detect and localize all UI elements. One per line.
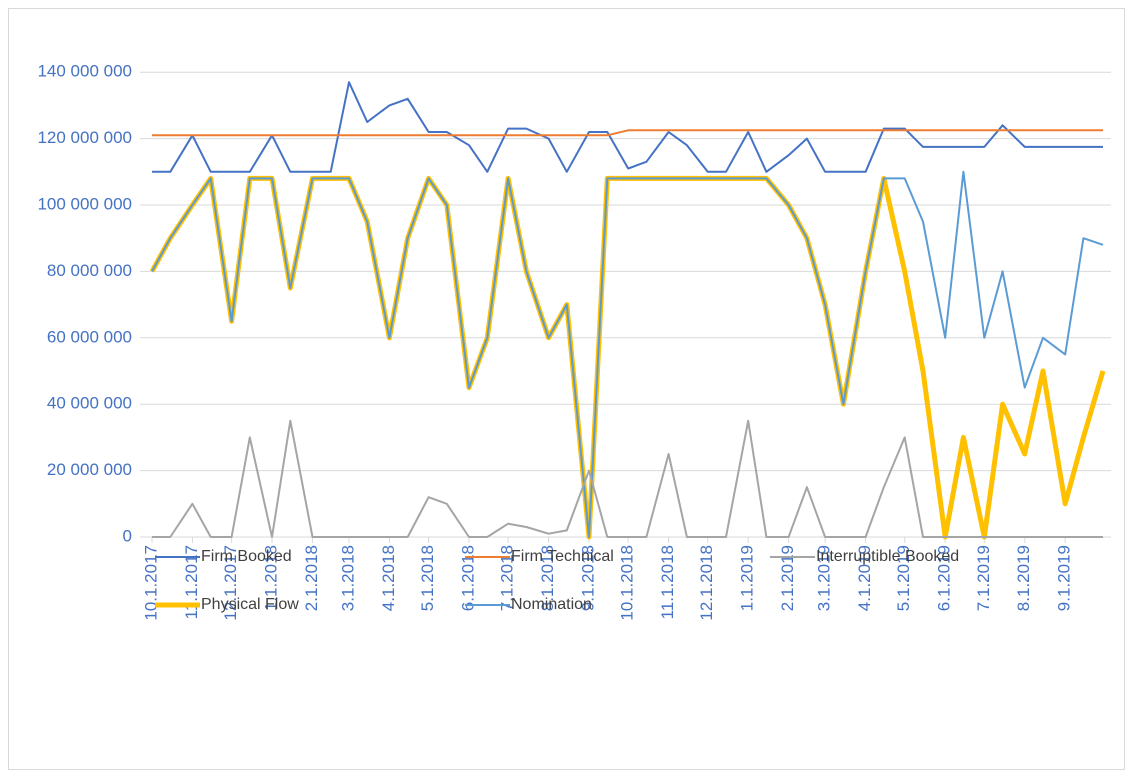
x-tick-label: 5.1.2018 <box>418 545 437 611</box>
x-tick-label: 9.1.2019 <box>1055 545 1074 611</box>
legend-label: Interruptible Booked <box>816 548 959 565</box>
y-tick-label: 100 000 000 <box>37 194 132 213</box>
x-tick-label: 1.1.2018 <box>262 545 281 611</box>
x-tick-label: 8.1.2019 <box>1014 545 1033 611</box>
legend-label: Nomination <box>511 596 592 613</box>
x-tick-label: 4.1.2019 <box>855 545 874 611</box>
x-tick-label: 1.1.2019 <box>738 545 757 611</box>
x-tick-label: 7.1.2018 <box>498 545 517 611</box>
x-tick-label: 4.1.2018 <box>379 545 398 611</box>
x-tick-label: 12.1.2017 <box>221 545 240 621</box>
x-tick-label: 3.1.2018 <box>338 545 357 611</box>
x-tick-label: 12.1.2018 <box>697 545 716 621</box>
y-tick-label: 140 000 000 <box>37 62 132 81</box>
x-tick-label: 9.1.2018 <box>579 545 598 611</box>
series-line <box>151 170 1104 538</box>
y-tick-label: 60 000 000 <box>47 327 132 346</box>
y-tick-label: 40 000 000 <box>47 394 132 413</box>
x-tick-label: 10.1.2017 <box>141 545 160 621</box>
legend-label: Firm Booked <box>201 548 292 565</box>
x-tick-label: 11.1.2017 <box>182 545 201 619</box>
x-tick-label: 10.1.2018 <box>618 545 637 621</box>
series-line <box>152 129 1103 137</box>
x-tick-label: 8.1.2018 <box>538 545 557 611</box>
legend-label: Physical Flow <box>201 596 299 613</box>
series-line <box>152 419 1103 538</box>
y-tick-label: 0 <box>123 526 132 545</box>
series-line <box>152 81 1103 173</box>
x-tick-label: 6.1.2019 <box>935 545 954 611</box>
x-tick-label: 2.1.2019 <box>778 545 797 611</box>
legend-label: Firm Technical <box>511 548 614 565</box>
y-tick-label: 20 000 000 <box>47 460 132 479</box>
x-tick-label: 7.1.2019 <box>974 545 993 611</box>
y-tick-label: 80 000 000 <box>47 261 132 280</box>
x-tick-label: 11.1.2018 <box>658 545 677 619</box>
x-tick-label: 3.1.2019 <box>815 545 834 611</box>
x-tick-label: 6.1.2018 <box>458 545 477 611</box>
x-tick-label: 2.1.2018 <box>302 545 321 611</box>
x-tick-label: 5.1.2019 <box>894 545 913 611</box>
y-tick-label: 120 000 000 <box>37 128 132 147</box>
chart-border <box>8 8 1125 770</box>
